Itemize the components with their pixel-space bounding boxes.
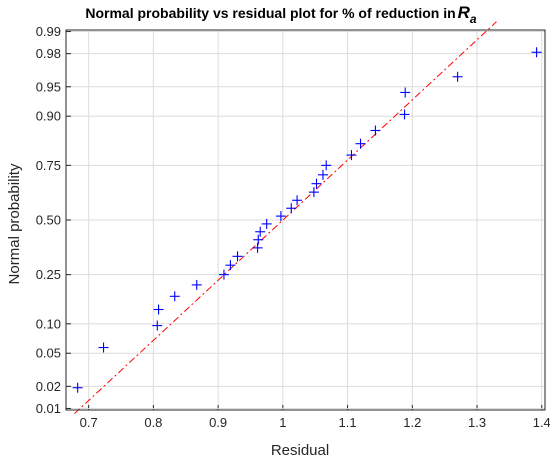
y-tick-label: 0.02	[36, 379, 61, 394]
grid-y	[66, 31, 545, 409]
data-point	[346, 150, 357, 161]
data-point	[292, 195, 303, 206]
data-point	[153, 304, 164, 315]
data-point	[275, 211, 286, 222]
data-point	[399, 109, 410, 120]
chart-title: Normal probability vs residual plot for …	[85, 3, 477, 26]
y-tick-label: 0.10	[36, 316, 61, 331]
y-tick-label: 0.98	[36, 46, 61, 61]
data-point	[400, 87, 411, 98]
x-tick-label: 1.3	[468, 415, 486, 430]
y-tick-label: 0.25	[36, 267, 61, 282]
data-point	[191, 279, 202, 290]
plot-area: 0.7 0.8 0.9 1 1.1 1.2 1.3 1.4 0.010.020.050.100…	[36, 21, 550, 430]
data-point	[321, 160, 332, 171]
plot-frame	[65, 29, 546, 411]
data-point	[355, 138, 366, 149]
y-tick-label: 0.95	[36, 79, 61, 94]
data-point	[252, 242, 263, 253]
y-tick-label: 0.50	[36, 213, 61, 228]
y-tick-label: 0.99	[36, 24, 61, 39]
data-point	[286, 203, 297, 214]
x-tick-label: 1.4	[533, 415, 550, 430]
x-tick-label: 1.1	[339, 415, 357, 430]
y-tick-label: 0.75	[36, 158, 61, 173]
data-point	[72, 382, 83, 393]
x-tick-label: 0.8	[144, 415, 162, 430]
data-point	[308, 187, 319, 198]
data-point	[317, 169, 328, 180]
y-tick-label: 0.05	[36, 346, 61, 361]
x-tick-label: 1.2	[403, 415, 421, 430]
data-point	[255, 226, 266, 237]
y-axis-label: Normal probability	[6, 163, 23, 284]
data-point	[311, 178, 322, 189]
y-tick-label: 0.90	[36, 109, 61, 124]
data-point	[169, 291, 180, 302]
y-tick-labels: 0.01 0.02 0.05 0.10 0.25 0.50 0.75 0.90 0.95 0.98…	[36, 24, 61, 416]
data-point	[452, 71, 463, 82]
x-tick-label: 0.9	[209, 415, 227, 430]
data-point	[261, 218, 272, 229]
data-point	[218, 269, 229, 280]
reference-line	[74, 21, 497, 415]
x-tick-labels: 0.7 0.8 0.9 1 1.1 1.2 1.3 1.4	[80, 415, 550, 430]
data-point	[152, 320, 163, 331]
x-tick-label: 0.7	[80, 415, 98, 430]
data-point	[98, 342, 109, 353]
y-tick-label: 0.01	[36, 401, 61, 416]
chart-title-symbol: R	[458, 3, 471, 22]
data-point	[232, 251, 243, 262]
data-point	[253, 234, 264, 245]
chart-title-text: Normal probability vs residual plot for …	[85, 5, 455, 21]
chart-title-subscript: a	[470, 12, 477, 26]
data-point	[531, 47, 542, 58]
data-point	[225, 260, 236, 271]
data-point	[370, 125, 381, 136]
x-tick-label: 1	[279, 415, 286, 430]
data-markers	[72, 47, 542, 393]
x-axis-label: Residual	[271, 442, 329, 459]
